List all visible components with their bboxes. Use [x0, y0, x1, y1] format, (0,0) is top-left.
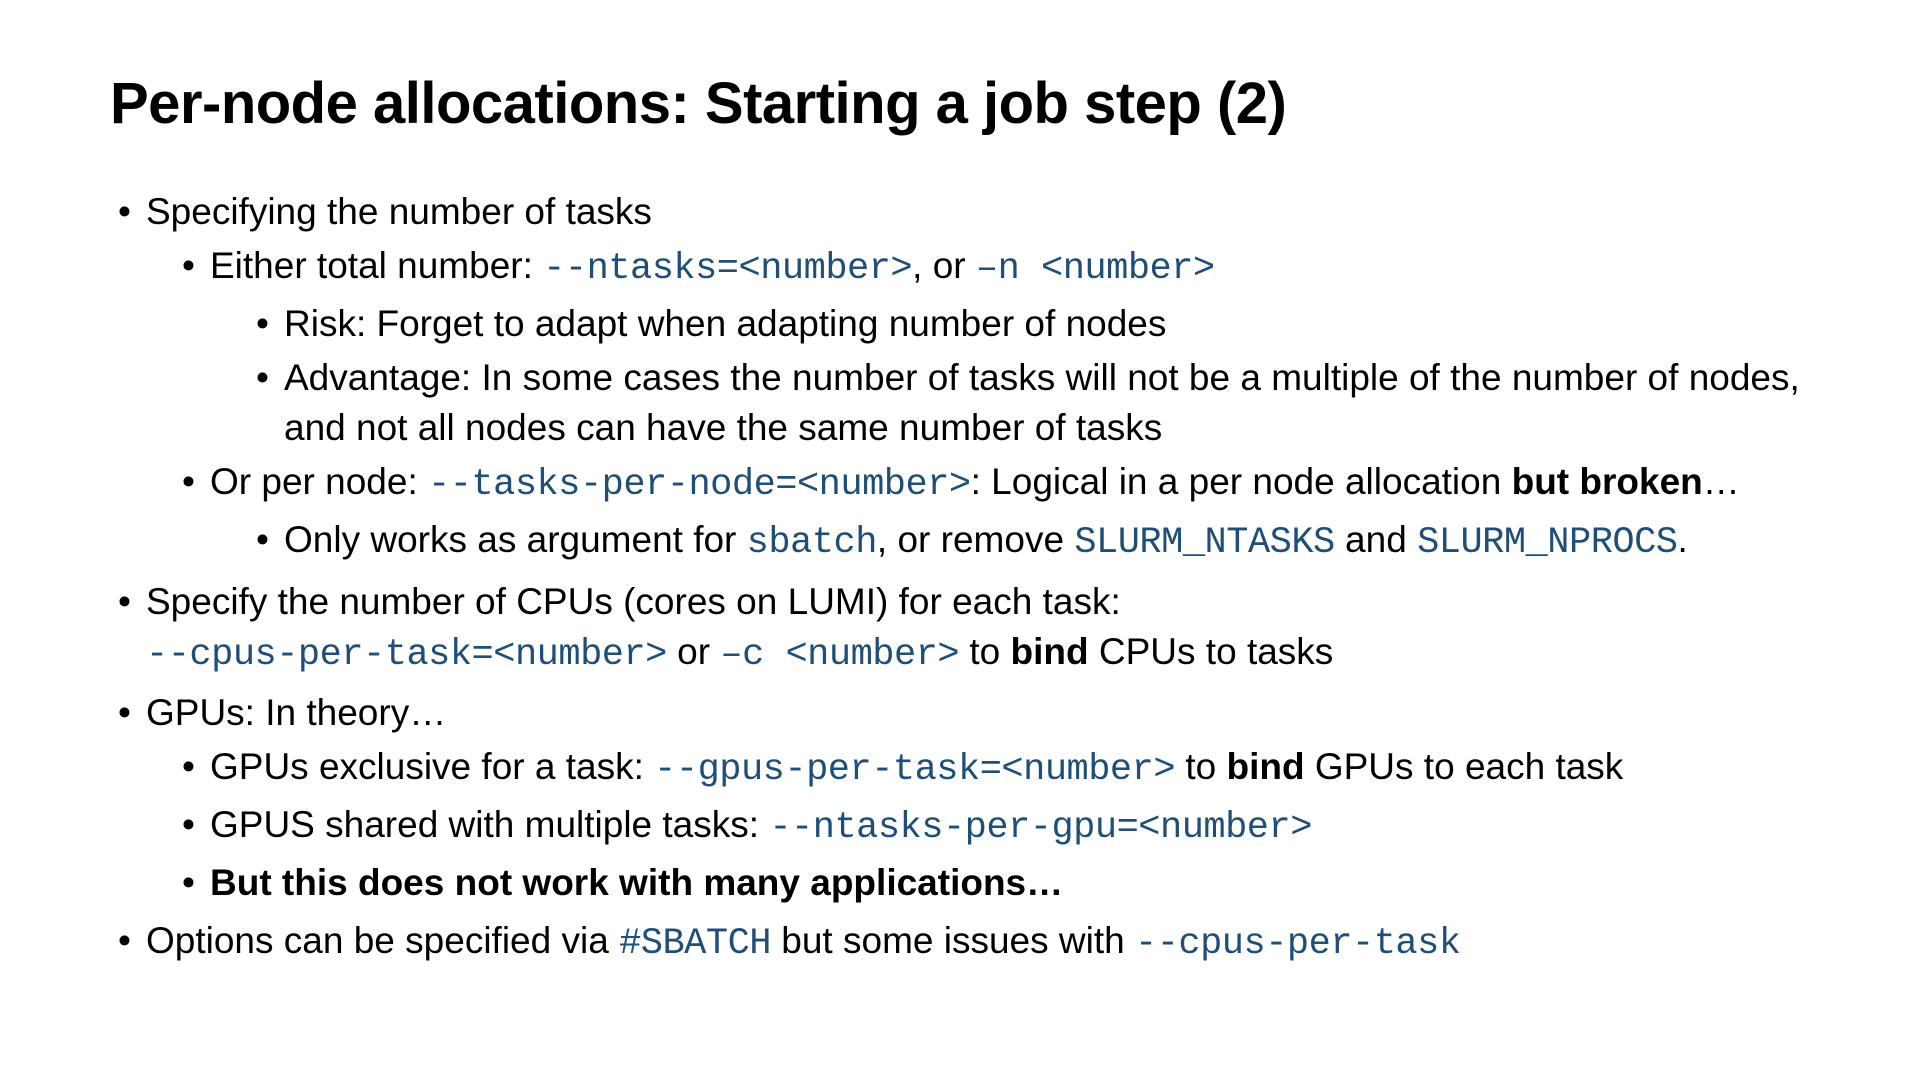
- text: Specify the number of CPUs (cores on LUM…: [146, 581, 1121, 622]
- text: Risk: Forget to adapt when adapting numb…: [284, 303, 1166, 344]
- slide: Per-node allocations: Starting a job ste…: [0, 0, 1920, 1080]
- text: to: [1175, 746, 1226, 787]
- bullet-gpus-shared: GPUS shared with multiple tasks: --ntask…: [174, 800, 1810, 854]
- text: GPUs to each task: [1305, 746, 1624, 787]
- text: Advantage: In some cases the number of t…: [284, 357, 1800, 448]
- text: Options can be specified via: [146, 920, 619, 961]
- text: GPUS shared with multiple tasks:: [210, 804, 769, 845]
- text-bold: bind: [1011, 631, 1089, 672]
- text: Specifying the number of tasks: [146, 191, 652, 232]
- bullet-risk: Risk: Forget to adapt when adapting numb…: [248, 299, 1810, 349]
- bullet-list: Specifying the number of tasks Either to…: [110, 187, 1810, 970]
- code-slurm-ntasks: SLURM_NTASKS: [1074, 522, 1334, 564]
- text: GPUs exclusive for a task:: [210, 746, 654, 787]
- text: Only works as argument for: [284, 519, 747, 560]
- text: to: [959, 631, 1010, 672]
- code-sbatch: sbatch: [747, 522, 877, 564]
- slide-title: Per-node allocations: Starting a job ste…: [110, 70, 1810, 137]
- code-tasks-per-node: --tasks-per-node=<number>: [428, 464, 971, 506]
- bullet-gpus-broken: But this does not work with many applica…: [174, 858, 1810, 908]
- text: : Logical in a per node allocation: [971, 461, 1512, 502]
- text: CPUs to tasks: [1089, 631, 1334, 672]
- code-sbatch-hash: #SBATCH: [619, 923, 771, 965]
- code-ntasks: --ntasks=<number>: [543, 248, 912, 290]
- text: …: [1703, 461, 1740, 502]
- code-ntasks-per-gpu: --ntasks-per-gpu=<number>: [769, 807, 1312, 849]
- code-slurm-nprocs: SLURM_NPROCS: [1417, 522, 1677, 564]
- code-c-short: –c <number>: [720, 634, 959, 676]
- code-gpus-per-task: --gpus-per-task=<number>: [654, 749, 1175, 791]
- text: , or remove: [877, 519, 1074, 560]
- bullet-ntasks: Either total number: --ntasks=<number>, …: [174, 241, 1810, 453]
- text: , or: [912, 245, 976, 286]
- text-bold: bind: [1226, 746, 1304, 787]
- bullet-cpus: Specify the number of CPUs (cores on LUM…: [110, 577, 1810, 681]
- code-n-short: –n <number>: [976, 248, 1215, 290]
- bullet-gpus-exclusive: GPUs exclusive for a task: --gpus-per-ta…: [174, 742, 1810, 796]
- text-bold: But this does not work with many applica…: [210, 862, 1063, 903]
- code-cpus-per-task-2: --cpus-per-task: [1135, 923, 1461, 965]
- text: GPUs: In theory…: [146, 692, 446, 733]
- text: or: [667, 631, 720, 672]
- bullet-tasks-per-node: Or per node: --tasks-per-node=<number>: …: [174, 457, 1810, 569]
- code-cpus-per-task: --cpus-per-task=<number>: [146, 634, 667, 676]
- text: and: [1335, 519, 1417, 560]
- text: Or per node:: [210, 461, 428, 502]
- text: .: [1678, 519, 1688, 560]
- bullet-sbatch-options: Options can be specified via #SBATCH but…: [110, 916, 1810, 970]
- bullet-sbatch-only: Only works as argument for sbatch, or re…: [248, 515, 1810, 569]
- text-bold: but broken: [1512, 461, 1703, 502]
- text: but some issues with: [771, 920, 1135, 961]
- text: Either total number:: [210, 245, 543, 286]
- bullet-tasks: Specifying the number of tasks Either to…: [110, 187, 1810, 569]
- bullet-gpus: GPUs: In theory… GPUs exclusive for a ta…: [110, 688, 1810, 908]
- bullet-advantage: Advantage: In some cases the number of t…: [248, 353, 1810, 453]
